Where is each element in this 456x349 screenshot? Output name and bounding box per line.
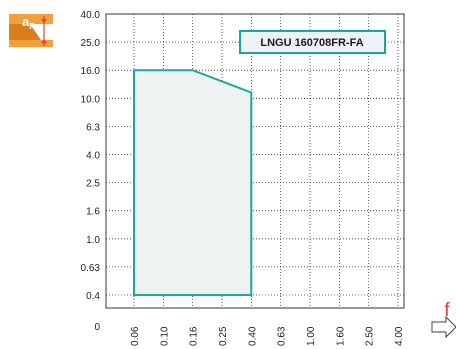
y-tick-label: 0: [94, 322, 100, 333]
x-tick-label: 0.63: [277, 326, 288, 346]
x-axis-label: f: [444, 300, 450, 321]
chart-title: LNGU 160708FR-FA: [260, 37, 363, 49]
x-tick-label: 0.10: [159, 326, 170, 346]
y-axis-tick-labels: 0 0.4 0.63 1.0 1.6 2.5 4.0 6.3 10.0 16.0 25.0 40.0: [81, 10, 101, 333]
y-tick-label: 10.0: [81, 94, 101, 105]
y-tick-label: 6.3: [86, 122, 100, 133]
x-tick-label: 2.50: [365, 326, 376, 346]
outline-right-arrow-icon: [431, 315, 456, 339]
plot-frame: [105, 13, 405, 309]
x-tick-label: 1.60: [335, 326, 346, 346]
y-tick-label: 4.0: [86, 151, 100, 162]
y-tick-label: 2.5: [86, 179, 100, 190]
y-tick-label: 0.63: [81, 263, 101, 274]
x-axis-tick-labels: 0.06 0.10 0.16 0.25 0.40 0.63 1.00 1.60 2.50 4.00: [130, 326, 405, 346]
y-tick-label: 25.0: [81, 38, 101, 49]
chart-title-box: LNGU 160708FR-FA: [239, 30, 386, 54]
x-tick-label: 0.16: [189, 326, 200, 346]
x-tick-label: 0.06: [130, 326, 141, 346]
y-tick-label: 16.0: [81, 66, 101, 77]
depth-icon-label: aP: [22, 14, 35, 31]
x-tick-label: 0.25: [218, 326, 229, 346]
x-tick-label: 4.00: [394, 326, 405, 346]
y-tick-label: 40.0: [81, 10, 101, 21]
y-tick-label: 1.0: [86, 235, 100, 246]
feasible-region: [133, 69, 253, 296]
y-tick-label: 0.4: [86, 291, 100, 302]
depth-of-cut-insert-icon: aP: [9, 14, 53, 47]
x-tick-label: 1.00: [306, 326, 317, 346]
y-tick-label: 1.6: [86, 207, 100, 218]
x-tick-label: 0.40: [247, 326, 258, 346]
